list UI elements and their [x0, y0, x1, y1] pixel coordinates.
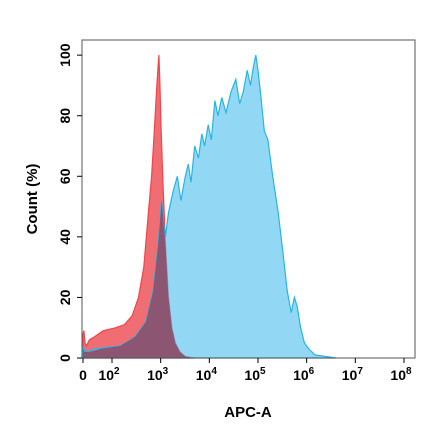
x-tick-label: 108 — [390, 366, 412, 383]
plot-frame — [81, 39, 416, 359]
x-axis-title: APC-A — [224, 404, 272, 421]
x-tick-label: 0 — [79, 367, 87, 383]
x-tick-label: 107 — [342, 366, 364, 383]
y-tick-label: 80 — [57, 108, 73, 124]
y-tick-label: 0 — [57, 354, 73, 362]
x-tick-label: 102 — [98, 366, 120, 383]
x-tick-label: 104 — [196, 366, 218, 383]
y-axis-ticks: 0 20 40 60 80 100 — [57, 43, 82, 362]
series-2-area — [82, 54, 337, 359]
x-tick-label: 103 — [147, 366, 169, 383]
x-axis-ticks: 0 102 103 104 105 106 107 108 — [79, 358, 412, 383]
y-tick-label: 100 — [57, 43, 73, 67]
y-tick-label: 20 — [57, 289, 73, 305]
y-axis-title: Count (%) — [24, 164, 41, 235]
y-tick-label: 60 — [57, 168, 73, 184]
plot-area — [82, 54, 337, 359]
y-tick-label: 40 — [57, 229, 73, 245]
x-tick-label: 106 — [293, 366, 315, 383]
x-tick-label: 105 — [244, 366, 266, 383]
series-3-area — [83, 200, 195, 358]
